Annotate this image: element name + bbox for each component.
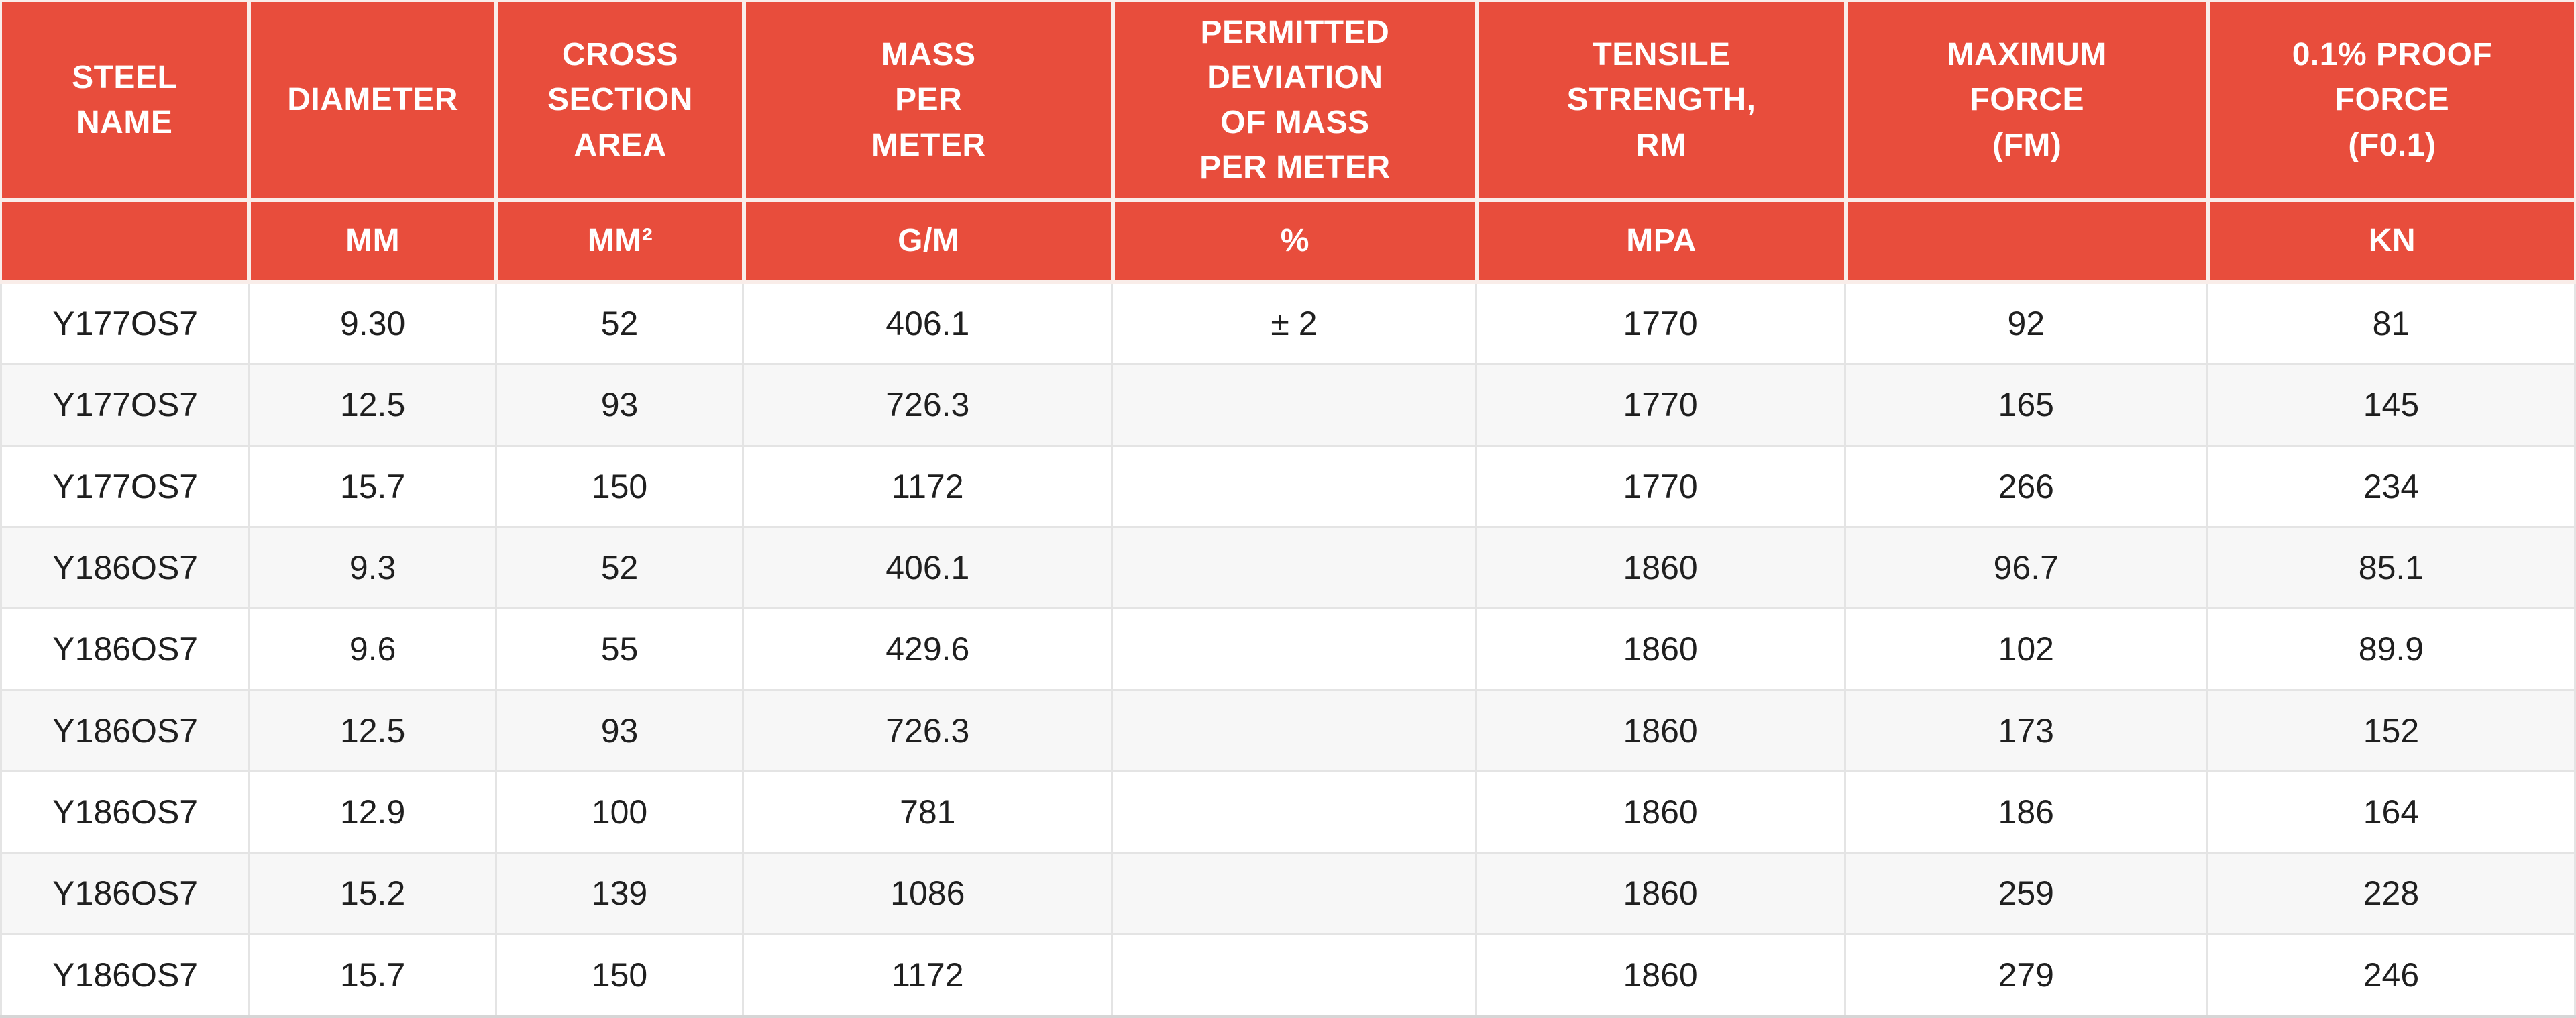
data-cell	[1113, 935, 1475, 1015]
data-cell: 12.5	[250, 691, 495, 770]
data-cell: Y186OS7	[2, 528, 249, 608]
data-cell: 1086	[744, 854, 1112, 933]
unit-cell	[2, 202, 248, 280]
data-cell	[1113, 528, 1475, 608]
data-cell	[1113, 609, 1475, 689]
data-cell	[1113, 691, 1475, 770]
data-cell: 12.5	[250, 365, 495, 445]
data-cell: 1860	[1477, 528, 1844, 608]
data-cell	[1113, 772, 1475, 852]
table-header-grid: STEEL NAME DIAMETER CROSS SECTION AREA MASS…	[0, 0, 2576, 284]
data-cell	[1113, 854, 1475, 933]
data-cell: Y177OS7	[2, 284, 249, 364]
data-cell: Y186OS7	[2, 772, 249, 852]
data-cell: 93	[496, 365, 743, 445]
data-cell: ± 2	[1113, 284, 1475, 364]
data-cell: 406.1	[744, 284, 1112, 364]
data-cell: 726.3	[744, 691, 1112, 770]
data-cell: 89.9	[2208, 609, 2574, 689]
data-cell: 55	[496, 609, 743, 689]
data-cell: 1172	[744, 446, 1112, 526]
data-cell: 246	[2208, 935, 2574, 1015]
data-cell: 406.1	[744, 528, 1112, 608]
column-header-cell: STEEL NAME	[2, 2, 248, 198]
data-cell: 15.7	[250, 935, 495, 1015]
unit-cell: MPA	[1479, 202, 1844, 280]
data-cell: 12.9	[250, 772, 495, 852]
unit-cell: %	[1115, 202, 1475, 280]
data-cell: 279	[1845, 935, 2206, 1015]
data-cell: 1860	[1477, 854, 1844, 933]
column-header-cell: CROSS SECTION AREA	[498, 2, 743, 198]
data-cell: 150	[496, 446, 743, 526]
data-cell: 173	[1845, 691, 2206, 770]
data-cell: 9.6	[250, 609, 495, 689]
unit-cell: G/M	[746, 202, 1112, 280]
data-cell: 152	[2208, 691, 2574, 770]
data-cell: 164	[2208, 772, 2574, 852]
data-cell: Y186OS7	[2, 609, 249, 689]
unit-cell: MM	[251, 202, 494, 280]
data-cell: 228	[2208, 854, 2574, 933]
unit-cell: KN	[2210, 202, 2574, 280]
data-cell: 9.3	[250, 528, 495, 608]
data-cell: 1860	[1477, 609, 1844, 689]
data-cell	[1113, 446, 1475, 526]
data-cell: 266	[1845, 446, 2206, 526]
data-cell: Y177OS7	[2, 365, 249, 445]
data-cell: 92	[1845, 284, 2206, 364]
data-cell: 9.30	[250, 284, 495, 364]
data-cell: 150	[496, 935, 743, 1015]
data-cell: 429.6	[744, 609, 1112, 689]
data-cell: 52	[496, 284, 743, 364]
data-cell: 781	[744, 772, 1112, 852]
data-cell: 186	[1845, 772, 2206, 852]
column-header-cell: PERMITTED DEVIATION OF MASS PER METER	[1115, 2, 1475, 198]
data-cell: 726.3	[744, 365, 1112, 445]
data-cell: 1860	[1477, 691, 1844, 770]
table-body-grid: Y177OS7 9.30 52 406.1 ± 2 1770 92 81 Y177OS7 12.5…	[0, 284, 2576, 1015]
column-header-cell: TENSILE STRENGTH, RM	[1479, 2, 1844, 198]
data-cell: 165	[1845, 365, 2206, 445]
data-cell: 145	[2208, 365, 2574, 445]
data-cell: 259	[1845, 854, 2206, 933]
data-cell: 1770	[1477, 284, 1844, 364]
data-cell	[1113, 365, 1475, 445]
data-cell: 85.1	[2208, 528, 2574, 608]
column-header-cell: MASS PER METER	[746, 2, 1112, 198]
data-cell: Y177OS7	[2, 446, 249, 526]
data-cell: Y186OS7	[2, 935, 249, 1015]
data-cell: 1770	[1477, 365, 1844, 445]
column-header-cell: 0.1% PROOF FORCE (F0.1)	[2210, 2, 2574, 198]
data-cell: 96.7	[1845, 528, 2206, 608]
data-cell: 139	[496, 854, 743, 933]
data-cell: 93	[496, 691, 743, 770]
data-cell: 81	[2208, 284, 2574, 364]
data-cell: 1770	[1477, 446, 1844, 526]
data-cell: 100	[496, 772, 743, 852]
column-header-cell: DIAMETER	[251, 2, 494, 198]
data-cell: 1860	[1477, 772, 1844, 852]
column-header-cell: MAXIMUM FORCE (FM)	[1847, 2, 2206, 198]
data-cell: 1860	[1477, 935, 1844, 1015]
data-cell: 15.7	[250, 446, 495, 526]
data-cell: 102	[1845, 609, 2206, 689]
data-cell: 15.2	[250, 854, 495, 933]
unit-cell: MM²	[498, 202, 743, 280]
data-cell: Y186OS7	[2, 854, 249, 933]
data-cell: Y186OS7	[2, 691, 249, 770]
data-cell: 52	[496, 528, 743, 608]
data-cell: 234	[2208, 446, 2574, 526]
data-cell: 1172	[744, 935, 1112, 1015]
unit-cell	[1847, 202, 2206, 280]
